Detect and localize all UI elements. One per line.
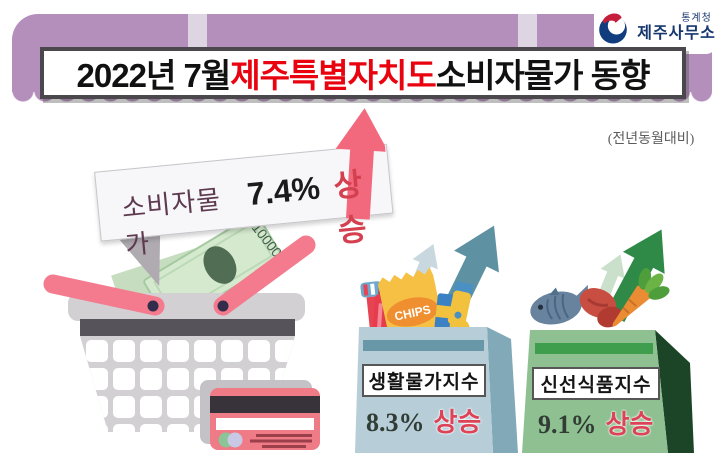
cpi-rise-word: 상승: [332, 166, 369, 249]
comparison-note: (전년동월대비): [607, 132, 695, 147]
handle-right: [213, 235, 316, 316]
bag-stripe: [363, 340, 484, 351]
handle-left: [43, 274, 165, 316]
chips-oval: [386, 297, 439, 327]
fresh-food-index-change: 9.1% 상승: [538, 404, 653, 441]
card-line: [256, 434, 312, 437]
living-price-index-name: 생활물가지수: [368, 372, 480, 393]
basket-handles: [43, 235, 316, 316]
card-signature-stripe: [216, 418, 314, 430]
meat-marbling: [586, 297, 609, 307]
living-price-index-value: 8.3%: [366, 408, 425, 437]
bristle: [370, 283, 376, 295]
statistics-korea-logo: 통계청 제주사무소: [594, 2, 716, 54]
cpi-label: 소비자물가: [120, 184, 223, 261]
bag-stripe: [535, 343, 653, 354]
cpi-value: 7.4%: [245, 169, 322, 213]
arrow-shape: [605, 229, 665, 322]
fresh-food-index-value: 9.1%: [538, 410, 597, 439]
carrot-leaf: [645, 273, 664, 294]
arrow-shape: [335, 108, 389, 220]
living-price-index-rise-word: 상승: [433, 408, 482, 437]
carrot-icon: [612, 268, 670, 327]
emblem-white-gap: [608, 17, 626, 35]
bristle: [363, 284, 369, 296]
fresh-food-index-rise-word: 상승: [605, 410, 654, 439]
fish-eye: [537, 304, 544, 310]
fish-fin: [549, 287, 560, 296]
card-line: [250, 439, 312, 443]
logo-office-name: 제주사무소: [637, 24, 716, 42]
logo-text: 통계청 제주사무소: [637, 13, 716, 43]
card-logo-circle-lavender: [227, 432, 243, 448]
title-suffix: 소비자물가 동향: [435, 57, 651, 94]
rise-arrow-pink-icon: [335, 108, 389, 220]
basket-dark-band: [80, 319, 295, 336]
banknote-portrait: [203, 246, 237, 284]
title-banner: 2022년 7월 제주특별자치도 소비자물가 동향: [40, 47, 686, 99]
logo-org-name: 통계청: [681, 13, 712, 25]
government-emblem-icon: [595, 9, 632, 47]
cpi-callout: 소비자물가 7.4% 상승: [92, 108, 399, 299]
living-price-index-change: 8.3% 상승: [366, 402, 481, 439]
sock-dot: [454, 311, 462, 319]
handle-pivot-left-center: [147, 300, 159, 312]
shopping-basket-illustration: 10000 10000: [43, 218, 320, 450]
fresh-food-index-name: 신선식품지수: [540, 375, 652, 396]
title-region-highlight: 제주특별자치도: [230, 57, 437, 94]
fresh-food-index-label: 신선식품지수: [532, 367, 660, 400]
carrot-lines: [622, 298, 637, 314]
emblem-red-swirl: [602, 13, 622, 24]
sock-leg: [447, 290, 471, 327]
rise-arrow-green-icon: [605, 229, 665, 322]
title-prefix: 2022년 7월: [76, 57, 232, 94]
carrot-leaf: [648, 286, 670, 300]
fish-scales: [546, 293, 570, 320]
bag-side-face: [487, 327, 518, 453]
card-magstripe: [210, 396, 320, 413]
credit-card: [210, 388, 320, 450]
handle-pivot-right-center: [217, 300, 229, 312]
tube-glint: [376, 303, 383, 334]
chips-bag-icon: CHIPS: [377, 267, 446, 346]
carrot-root: [612, 285, 651, 327]
card-line: [262, 445, 306, 448]
living-price-index-label: 생활물가지수: [362, 364, 486, 397]
